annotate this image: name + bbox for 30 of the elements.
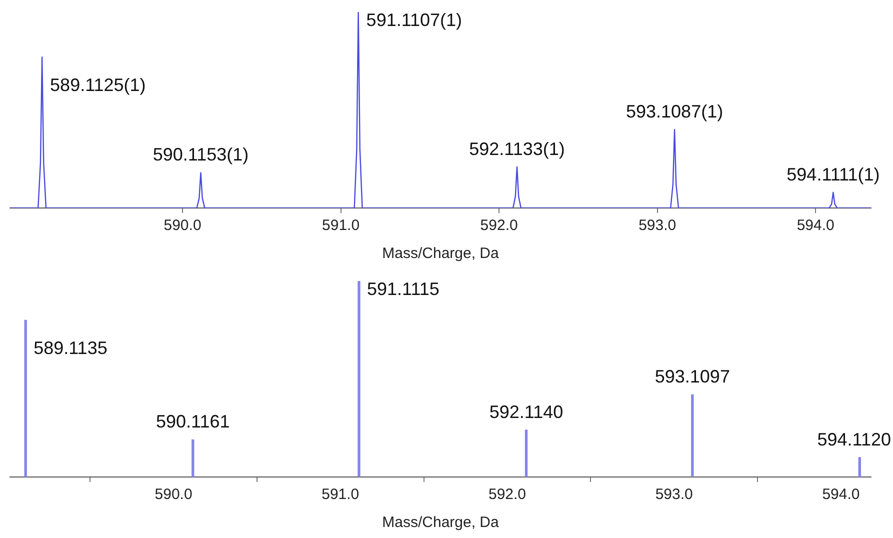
annotation: 593.1087(1) — [626, 102, 724, 122]
annotation: 589.1125(1) — [50, 75, 146, 96]
bar — [691, 394, 694, 477]
x-tick-label: 593.0 — [655, 486, 693, 504]
annotation: 592.1133(1) — [469, 138, 565, 159]
x-axis-title: Mass/Charge, Da — [382, 514, 500, 532]
bar — [192, 439, 194, 477]
annotation: 589.1135 — [34, 338, 108, 358]
bar — [858, 457, 861, 477]
x-tick-label: 593.0 — [638, 217, 676, 234]
x-tick-label: 594.0 — [822, 486, 860, 504]
annotation: 594.1120 — [817, 429, 892, 450]
x-tick-label: 590.0 — [164, 217, 202, 234]
annotation: 590.1153(1) — [152, 144, 249, 165]
annotation: 591.1115 — [366, 278, 440, 299]
annotation: 592.1140 — [489, 402, 564, 422]
bar — [524, 430, 528, 477]
x-tick-label: 594.0 — [796, 217, 834, 234]
annotation: 593.1097 — [654, 366, 730, 387]
x-tick-label: 591.0 — [322, 217, 360, 234]
x-tick-label: 592.0 — [488, 486, 526, 504]
annotation: 591.1107(1) — [366, 10, 462, 30]
x-tick-label: 590.0 — [154, 486, 192, 504]
x-axis-title: Mass/Charge, Da — [382, 245, 500, 262]
annotation: 590.1161 — [156, 412, 230, 432]
bar — [24, 320, 27, 477]
x-tick-label: 592.0 — [480, 217, 518, 234]
bar — [358, 281, 360, 477]
x-tick-label: 591.0 — [322, 486, 360, 504]
annotation: 594.1111(1) — [786, 164, 880, 184]
